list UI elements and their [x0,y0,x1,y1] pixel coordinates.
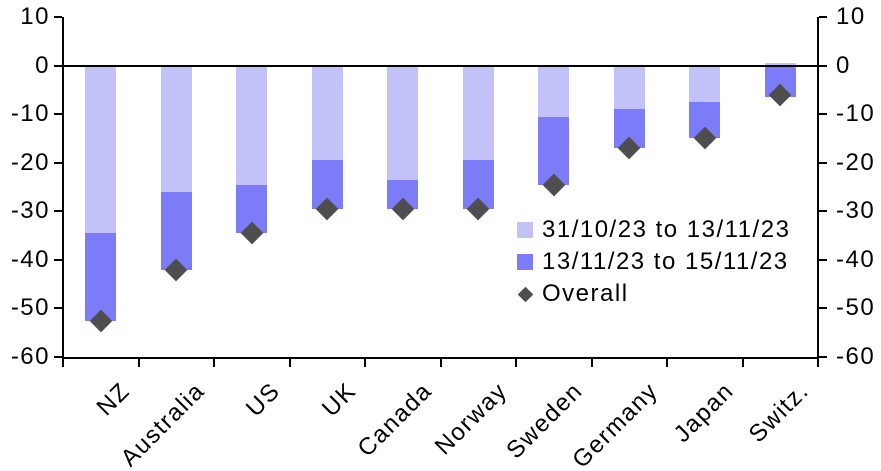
x-tick [62,359,64,367]
y-tick-right [819,258,827,261]
x-tick [213,359,215,367]
legend-marker-box [517,222,533,238]
y-tick-left [54,113,62,116]
bar-segment-series2-Sweden [538,116,570,185]
x-category-label-UK: UK [316,377,362,423]
legend-item-series1: 31/10/23 to 13/11/23 [517,214,790,246]
y-tick-right [819,113,827,116]
bar-segment-series2-NZ [85,233,117,321]
y-tick-right [819,356,827,358]
x-category-label-Canada: Canada [352,377,438,463]
y-tick-label-right: 0 [836,51,851,79]
y-tick-label-left: -20 [10,148,50,176]
y-tick-right [819,307,827,310]
y-axis-right [817,17,819,359]
y-tick-label-right: -20 [836,148,876,176]
x-tick [137,359,140,367]
bar-segment-series1-Norway [462,65,494,161]
x-tick [590,359,593,367]
y-tick-left [54,210,62,213]
y-tick-left [54,258,62,261]
x-category-label-Japan: Japan [668,377,740,448]
y-tick-right [819,161,827,164]
y-tick-label-left: -50 [10,294,50,322]
legend-swatch-icon [517,254,533,270]
x-tick [515,359,517,367]
x-tick [741,359,744,367]
y-tick-left [54,356,62,358]
y-tick-left [54,64,62,67]
bar-segment-series1-Germany [613,65,645,110]
legend: 31/10/23 to 13/11/23 13/11/23 to 15/11/23… [517,214,790,310]
legend-marker-box [517,254,533,270]
legend-marker-box [517,286,533,302]
bar-segment-series1-Canada [387,65,419,180]
x-axis [62,357,819,359]
y-tick-label-left: -40 [10,245,50,273]
y-tick-left [54,16,62,18]
y-tick-label-right: 10 [836,3,866,30]
legend-swatch-icon [517,222,533,238]
zero-line [62,64,819,67]
y-tick-label-left: 0 [35,51,50,79]
x-tick [439,359,442,367]
bar-segment-series1-Switz. [764,63,796,66]
legend-label: 13/11/23 to 15/11/23 [542,248,789,275]
bar-segment-series1-UK [311,65,343,161]
x-category-label-Switz.: Switz. [743,377,815,449]
x-tick [288,359,291,367]
legend-diamond-icon [517,286,533,302]
y-tick-right [819,210,827,213]
y-tick-label-right: -30 [836,197,876,225]
x-category-label-Norway: Norway [429,377,513,461]
bar-segment-series1-Sweden [538,65,570,117]
y-axis-left [62,17,64,359]
y-tick-label-right: -60 [836,343,876,370]
y-tick-label-right: -50 [836,294,876,322]
y-tick-right [819,64,827,67]
y-tick-left [54,307,62,310]
y-tick-label-left: -60 [10,343,50,370]
x-category-label-NZ: NZ [91,377,136,422]
y-tick-left [54,161,62,164]
legend-item-overall: Overall [517,278,790,310]
y-tick-label-left: -30 [10,197,50,225]
legend-label: Overall [542,280,629,307]
x-tick [817,359,819,367]
legend-item-series2: 13/11/23 to 15/11/23 [517,246,790,278]
y-tick-label-right: -10 [836,100,876,128]
legend-label: 31/10/23 to 13/11/23 [542,216,791,243]
x-tick [666,359,668,367]
bar-segment-series1-US [236,65,268,185]
bar-segment-series1-Australia [160,65,192,192]
y-tick-label-right: -40 [836,245,876,273]
y-tick-label-left: 10 [20,3,50,30]
bar-segment-series1-Japan [689,65,721,102]
y-tick-label-left: -10 [10,100,50,128]
y-tick-right [819,16,827,18]
x-tick [364,359,366,367]
x-category-label-US: US [241,377,287,423]
bar-segment-series2-Australia [160,191,192,270]
bar-segment-series1-NZ [85,65,117,234]
